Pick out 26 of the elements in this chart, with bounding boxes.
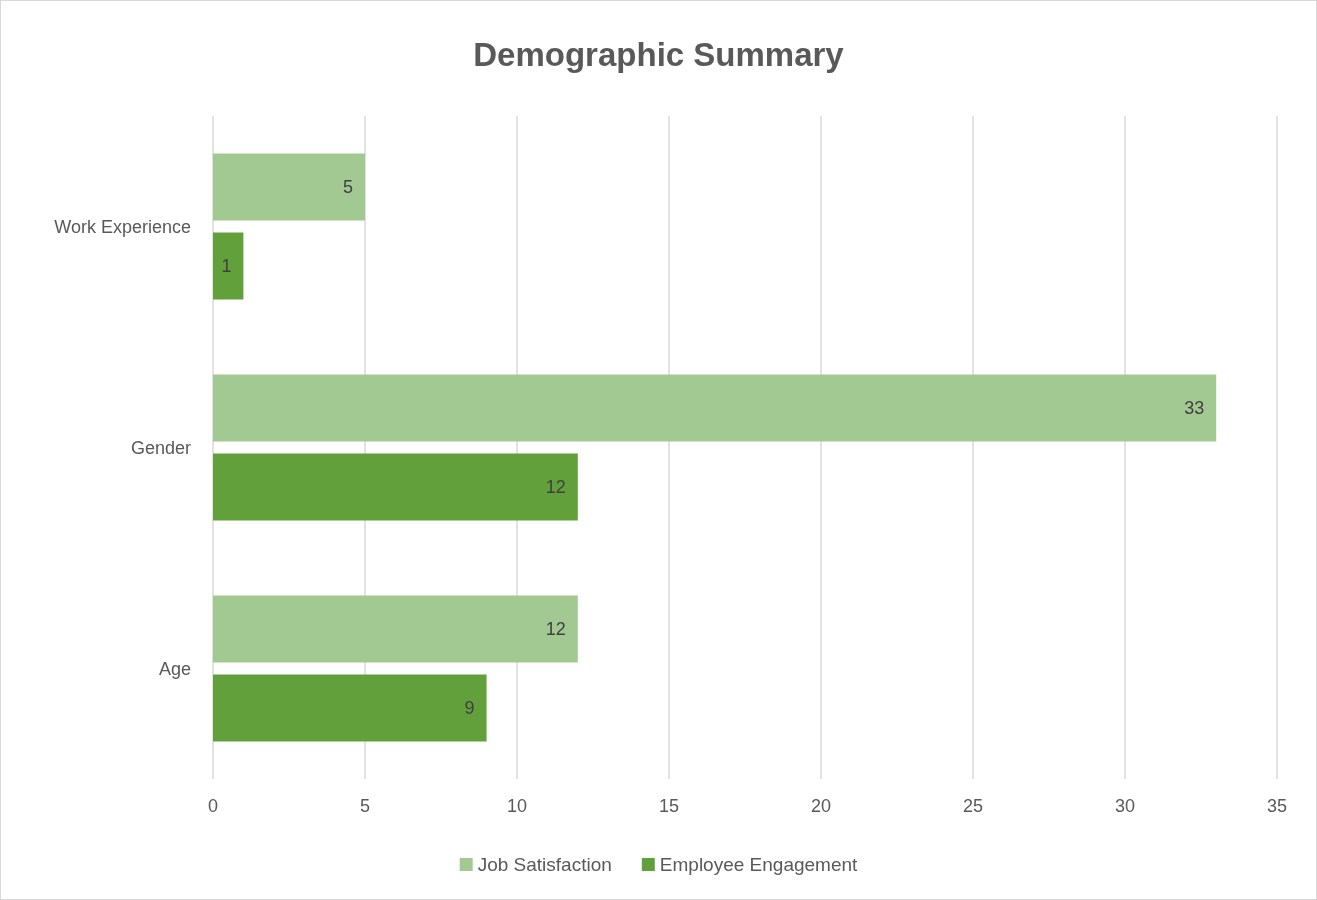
x-tick-label: 30 — [1114, 796, 1136, 816]
data-label: 1 — [221, 256, 232, 277]
bar — [213, 595, 578, 663]
x-tick-label: 20 — [810, 796, 832, 816]
bar — [213, 374, 1217, 442]
bar — [213, 153, 365, 221]
y-tick-label: Work Experience — [54, 216, 191, 237]
data-label: 12 — [545, 618, 566, 639]
chart-title: Demographic Summary — [473, 36, 845, 73]
data-label: 12 — [545, 477, 566, 498]
x-tick-label: 15 — [658, 796, 680, 816]
x-tick-label: 10 — [506, 796, 528, 816]
x-tick-label: 5 — [359, 796, 371, 816]
bar — [213, 232, 244, 300]
x-tick-label: 35 — [1266, 796, 1288, 816]
x-tick-label: 0 — [207, 796, 219, 816]
legend-label: Employee Engagement — [659, 854, 859, 875]
data-label: 5 — [342, 176, 353, 197]
bar — [213, 674, 487, 742]
bar — [213, 453, 578, 521]
y-tick-label: Age — [158, 658, 191, 679]
data-label: 9 — [464, 698, 475, 719]
y-tick-label: Gender — [130, 437, 191, 458]
legend-label: Job Satisfaction — [477, 854, 612, 875]
x-tick-label: 25 — [962, 796, 984, 816]
data-label: 33 — [1184, 397, 1205, 418]
